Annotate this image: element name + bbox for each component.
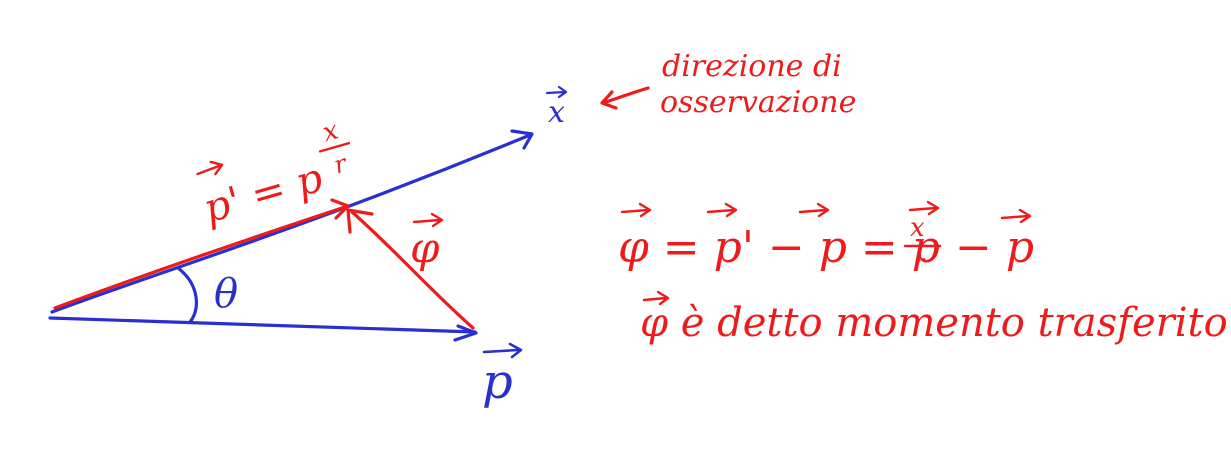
phi-vector-label: φ <box>410 223 440 272</box>
p-prime-vector-line <box>53 205 347 310</box>
x-direction-arrowhead <box>510 129 534 150</box>
formula-fraction-denominator: r <box>914 251 926 276</box>
phi-vector-line <box>350 210 475 330</box>
x-direction-line <box>50 133 532 314</box>
transferred-momentum-caption: φ è detto momento trasferito <box>640 300 1228 346</box>
p-vector-line <box>48 316 477 334</box>
p-prime-overarrow <box>196 160 224 176</box>
annotation-arrow <box>601 86 650 105</box>
x-vector-overarrow <box>545 85 568 99</box>
annotation-arrowhead <box>600 90 618 110</box>
formula-fraction-numerator: x <box>910 213 925 243</box>
annotation-line-2: osservazione <box>660 85 856 120</box>
x-vector-label: x <box>548 95 565 130</box>
theta-arc <box>176 266 198 324</box>
phi-vector-overarrow <box>412 212 444 228</box>
phi-vector-arrowhead <box>346 208 374 234</box>
formula-tail: − p <box>955 222 1034 273</box>
annotation-line-1: direzione di <box>662 49 842 84</box>
p-prime-fraction-numerator: x <box>319 115 342 148</box>
p-vector-arrowhead <box>453 324 478 342</box>
formula-overarrows <box>620 200 1032 224</box>
formula-lhs: φ = p' − p = p <box>618 222 940 273</box>
caption-phi-overarrow <box>642 290 670 306</box>
p-prime-fraction-denominator: r <box>331 149 351 179</box>
p-prime-fraction-bar <box>318 141 351 153</box>
p-prime-vector-arrowhead <box>330 198 350 220</box>
p-vector-overbar <box>482 342 523 359</box>
theta-label: θ <box>214 271 238 317</box>
p-vector-label: p <box>482 354 513 410</box>
